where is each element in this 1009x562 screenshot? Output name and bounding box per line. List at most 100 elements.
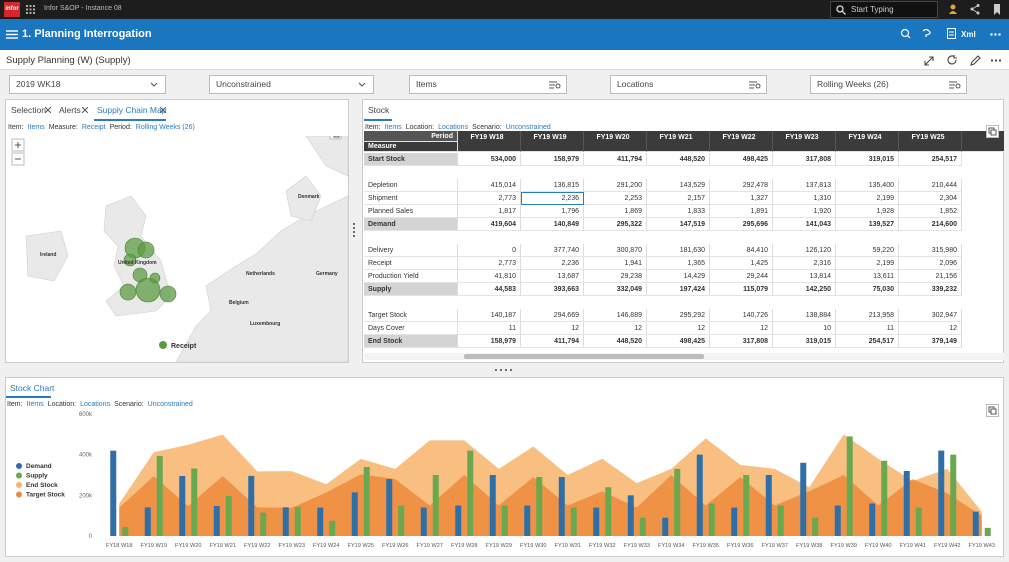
x-tick-label: FY19 W43 bbox=[969, 543, 995, 549]
xml-button[interactable]: Xml bbox=[961, 30, 976, 39]
filter-dropdown[interactable]: Unconstrained bbox=[209, 75, 374, 94]
table-cell: 115,079 bbox=[710, 283, 773, 296]
search-box[interactable]: Start Typing bbox=[830, 1, 938, 18]
logo[interactable]: infor bbox=[4, 2, 20, 17]
splitter-h[interactable] bbox=[494, 368, 514, 372]
context-label: Measure: bbox=[48, 124, 78, 131]
bar bbox=[455, 505, 462, 536]
table-cell: 2,236 bbox=[521, 257, 584, 270]
context-value: Unconstrained bbox=[147, 401, 193, 408]
context-label: Scenario: bbox=[472, 124, 502, 131]
x-tick-label: FY19 W27 bbox=[417, 543, 443, 549]
bar bbox=[524, 505, 531, 536]
table-cell: 181,630 bbox=[647, 244, 710, 257]
table-cell: 319,015 bbox=[773, 335, 836, 348]
x-tick-label: FY19 W25 bbox=[348, 543, 374, 549]
table-cell: 294,669 bbox=[521, 309, 584, 322]
table-cell: 2,157 bbox=[647, 192, 710, 205]
map-tab[interactable]: Selection bbox=[11, 105, 46, 115]
corner-header: Period bbox=[364, 131, 458, 142]
row-label: Planned Sales bbox=[364, 205, 458, 218]
table-cell[interactable]: 2,236 bbox=[521, 192, 584, 205]
bar bbox=[213, 506, 220, 536]
context-label: Period: bbox=[109, 124, 132, 131]
x-tick-label: FY19 W22 bbox=[244, 543, 270, 549]
bar bbox=[674, 468, 681, 536]
x-tick-label: FY19 W26 bbox=[382, 543, 408, 549]
context-value: Locations bbox=[438, 124, 469, 131]
table-cell: 411,794 bbox=[584, 153, 647, 166]
context-label: Location: bbox=[405, 124, 435, 131]
place-label: Ireland bbox=[40, 252, 56, 258]
table-cell: 379,149 bbox=[899, 335, 962, 348]
place-label: United Kingdom bbox=[118, 260, 157, 266]
y-tick-label: 600k bbox=[79, 412, 93, 418]
legend-swatch bbox=[16, 482, 22, 488]
table-cell: 75,030 bbox=[836, 283, 899, 296]
splitter-v[interactable] bbox=[351, 222, 357, 238]
bar bbox=[386, 479, 393, 536]
bar bbox=[260, 512, 267, 536]
chart-tab[interactable]: Stock Chart bbox=[10, 383, 55, 393]
filter-dropdown[interactable]: Rolling Weeks (26) bbox=[810, 75, 967, 94]
table-cell: 13,611 bbox=[836, 270, 899, 283]
place-label: Netherlands bbox=[246, 271, 275, 277]
bar bbox=[122, 526, 129, 536]
context-value: Locations bbox=[80, 401, 111, 408]
filter-dropdown[interactable]: 2019 WK18 bbox=[9, 75, 166, 94]
row-label: Depletion bbox=[364, 179, 458, 192]
zoom-controls[interactable] bbox=[11, 138, 25, 166]
table-cell: 315,980 bbox=[899, 244, 962, 257]
x-tick-label: FY19 W37 bbox=[762, 543, 788, 549]
copy-icon[interactable] bbox=[986, 125, 999, 138]
table-cell: 140,726 bbox=[710, 309, 773, 322]
table-cell: 158,979 bbox=[521, 153, 584, 166]
more-icon[interactable] bbox=[990, 33, 1002, 36]
tab-close[interactable] bbox=[160, 107, 166, 113]
scrollbar[interactable] bbox=[364, 353, 1004, 360]
copy-icon[interactable] bbox=[329, 136, 342, 140]
table-cell: 126,120 bbox=[773, 244, 836, 257]
bar bbox=[765, 475, 772, 536]
bar bbox=[248, 475, 255, 536]
copy-icon[interactable] bbox=[986, 404, 999, 417]
table-cell: 41,810 bbox=[458, 270, 521, 283]
legend-label: Supply bbox=[26, 473, 48, 480]
table-cell: 214,600 bbox=[899, 218, 962, 231]
apps-icon[interactable] bbox=[26, 5, 35, 14]
top-bar: infor Infor S&OP - Instance 08 Start Typ… bbox=[0, 0, 1009, 19]
bar bbox=[915, 507, 922, 536]
table-cell: 317,808 bbox=[773, 153, 836, 166]
scroll-thumb[interactable] bbox=[464, 354, 704, 359]
stock-tab[interactable]: Stock bbox=[368, 105, 390, 115]
tab-close[interactable] bbox=[82, 107, 88, 113]
map-tab[interactable]: Supply Chain Map bbox=[97, 105, 167, 115]
map-tab[interactable]: Alerts bbox=[59, 105, 81, 115]
bar bbox=[950, 454, 957, 536]
filter-dropdown[interactable]: Items bbox=[409, 75, 567, 94]
table-cell: 291,200 bbox=[584, 179, 647, 192]
active-tab-underline bbox=[6, 396, 51, 398]
table-cell: 419,604 bbox=[458, 218, 521, 231]
context-label: Location: bbox=[47, 401, 77, 408]
legend-label: Receipt bbox=[171, 343, 197, 350]
tab-close[interactable] bbox=[45, 107, 51, 113]
row-label: Start Stock bbox=[364, 153, 458, 166]
table-cell: 534,000 bbox=[458, 153, 521, 166]
bar bbox=[191, 468, 198, 536]
bar bbox=[662, 517, 669, 536]
table-cell: 146,889 bbox=[584, 309, 647, 322]
y-tick-label: 0 bbox=[89, 534, 93, 540]
table-cell: 21,156 bbox=[899, 270, 962, 283]
filter-dropdown[interactable]: Locations bbox=[610, 75, 767, 94]
bar bbox=[696, 454, 703, 536]
y-tick-label: 200k bbox=[79, 493, 93, 499]
table-cell: 295,696 bbox=[710, 218, 773, 231]
table-cell: 12 bbox=[647, 322, 710, 335]
column-header: FY19 W24 bbox=[836, 131, 899, 152]
context-label: Item: bbox=[8, 124, 24, 131]
table-cell: 140,187 bbox=[458, 309, 521, 322]
bar bbox=[777, 505, 784, 536]
bar bbox=[294, 507, 301, 536]
menu-icon[interactable] bbox=[6, 30, 18, 39]
